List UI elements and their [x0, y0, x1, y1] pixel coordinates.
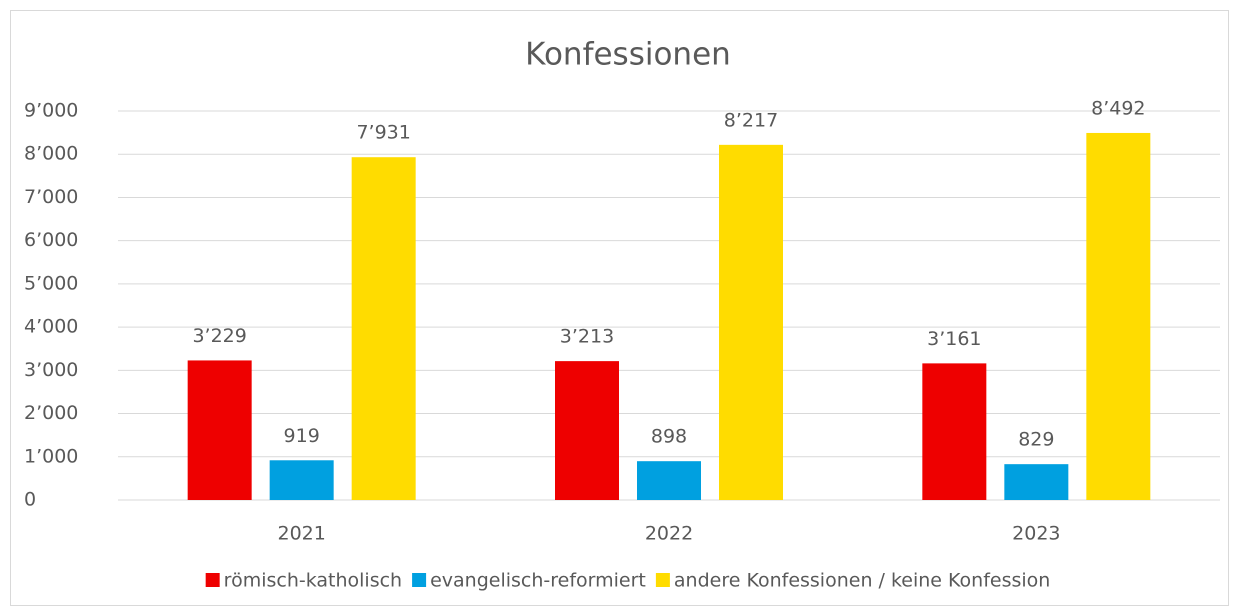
bar — [555, 361, 619, 500]
y-tick-label: 3’000 — [24, 359, 78, 381]
y-tick-label: 7’000 — [24, 186, 78, 208]
legend-swatch — [655, 573, 670, 587]
data-label: 829 — [1018, 429, 1054, 451]
legend-label: andere Konfessionen / keine Konfession — [674, 570, 1050, 592]
data-label: 3’161 — [927, 328, 981, 350]
bar — [1004, 464, 1069, 500]
bar — [351, 157, 416, 500]
y-tick-label: 0 — [24, 489, 36, 511]
chart-title: Konfessionen — [525, 37, 731, 73]
x-tick-label: 2022 — [645, 523, 693, 545]
legend-swatch — [205, 573, 220, 587]
y-tick-label: 2’000 — [24, 402, 78, 424]
bar — [719, 144, 783, 500]
chart-frame — [10, 10, 1229, 606]
bar — [637, 461, 701, 500]
y-tick-label: 9’000 — [24, 100, 78, 122]
bar — [187, 360, 252, 500]
data-label: 898 — [651, 426, 687, 448]
y-tick-label: 1’000 — [24, 445, 78, 467]
y-tick-label: 8’000 — [24, 143, 78, 165]
bar — [1086, 132, 1151, 500]
data-label: 8’492 — [1091, 97, 1145, 119]
data-label: 3’229 — [192, 325, 246, 347]
bar — [269, 460, 334, 500]
data-label: 8’217 — [724, 109, 778, 131]
y-tick-label: 5’000 — [24, 272, 78, 294]
data-label: 7’931 — [356, 122, 410, 144]
legend-swatch — [412, 573, 427, 587]
legend-label: evangelisch-reformiert — [430, 570, 646, 592]
data-label: 3’213 — [560, 326, 614, 348]
y-tick-label: 6’000 — [24, 229, 78, 251]
data-label: 919 — [284, 425, 320, 447]
bar — [922, 363, 987, 500]
x-tick-label: 2023 — [1012, 523, 1060, 545]
x-tick-label: 2021 — [277, 523, 325, 545]
legend-label: römisch-katholisch — [224, 570, 402, 592]
y-tick-label: 4’000 — [24, 316, 78, 338]
